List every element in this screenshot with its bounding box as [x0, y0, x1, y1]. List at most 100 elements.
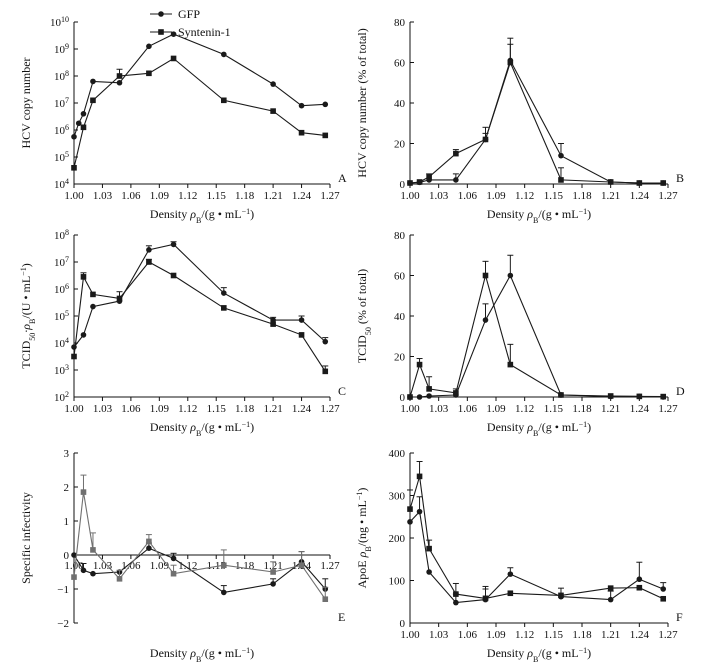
x-tick-label: 1.18	[572, 629, 592, 641]
data-point-circle	[482, 317, 489, 323]
data-point-square	[416, 179, 423, 185]
data-point-square	[426, 545, 432, 552]
data-point-square	[146, 259, 152, 265]
x-tick-label: 1.18	[235, 190, 255, 202]
data-point-square	[416, 473, 423, 480]
x-tick-label: 1.00	[400, 403, 420, 415]
series-line-square	[73, 492, 326, 600]
data-point-circle	[221, 51, 227, 58]
data-point-circle	[507, 272, 514, 279]
y-tick-label: 40	[394, 311, 406, 323]
data-point-square	[71, 574, 77, 580]
series-line-circle	[410, 274, 664, 398]
data-point-square	[322, 596, 329, 602]
panel-letter: A	[338, 171, 347, 185]
x-tick-label: 1.21	[601, 190, 620, 202]
x-axis-label: Density ρB/(g • mL−1)	[487, 646, 591, 663]
y-tick-label: −2	[57, 618, 69, 630]
data-point-square	[170, 272, 177, 279]
y-tick-label: 104	[54, 177, 69, 192]
data-point-square	[322, 368, 329, 375]
data-point-circle	[221, 290, 227, 296]
chart-panel-d: 0 20 40 60 80 1.00 1.03 1.06 1.09 1.12 1.15 1.18 1.2…	[355, 230, 685, 438]
data-point-square	[660, 393, 667, 400]
x-tick-label: 1.00	[64, 403, 84, 415]
x-tick-label: 1.09	[486, 190, 506, 202]
data-point-square	[407, 506, 413, 512]
data-point-circle	[426, 569, 432, 575]
data-point-circle	[507, 571, 514, 577]
y-tick-label: 200	[389, 533, 406, 545]
x-tick-label: 1.21	[601, 629, 620, 641]
panel-letter: C	[338, 384, 346, 398]
data-point-square	[116, 295, 123, 302]
data-point-square	[426, 386, 432, 392]
data-point-square	[507, 590, 514, 597]
x-tick-label: 1.00	[400, 629, 420, 641]
y-axis-label: HCV copy number	[19, 57, 33, 148]
y-tick-label: 400	[389, 448, 406, 460]
y-tick-label: 105	[54, 309, 69, 324]
x-tick-label: 1.12	[178, 190, 197, 202]
data-point-square	[407, 180, 413, 186]
y-tick-label: 107	[54, 96, 69, 111]
x-tick-label: 1.03	[429, 190, 449, 202]
legend-label-1: Syntenin-1	[178, 25, 231, 39]
x-tick-label: 1.18	[572, 190, 592, 202]
data-point-square	[270, 108, 276, 114]
data-point-square	[636, 393, 643, 400]
data-point-square	[453, 150, 459, 157]
chart-panel-a: 104 105 106 107 108 109 1010 1.00 1.03 1.06 1.09 1.…	[19, 15, 347, 225]
y-tick-label: 1	[64, 516, 70, 528]
y-tick-label: 1010	[50, 15, 69, 30]
series-line-square	[409, 60, 664, 184]
data-point-square	[90, 291, 96, 298]
data-point-square	[426, 174, 432, 180]
x-tick-label: 1.09	[150, 190, 170, 202]
data-point-circle	[71, 344, 77, 350]
data-point-circle	[80, 332, 87, 338]
x-tick-label: 1.18	[235, 560, 255, 572]
data-point-square	[80, 274, 87, 280]
y-tick-label: 40	[394, 98, 406, 110]
y-tick-label: 108	[54, 228, 69, 243]
data-point-circle	[426, 393, 432, 399]
data-point-circle	[75, 120, 82, 127]
x-tick-label: 1.12	[178, 403, 197, 415]
data-point-circle	[298, 317, 305, 323]
y-tick-label: −1	[57, 584, 69, 596]
y-axis-label: TCID50 (% of total)	[355, 269, 373, 363]
x-tick-label: 1.06	[458, 629, 478, 641]
data-point-square	[482, 272, 489, 279]
data-point-square	[558, 177, 564, 183]
data-point-square	[607, 393, 614, 399]
y-tick-label: 60	[394, 271, 406, 283]
series-line-circle	[409, 510, 664, 604]
x-tick-label: 1.27	[658, 190, 678, 202]
data-point-circle	[170, 31, 177, 37]
series-line-square	[409, 476, 664, 600]
x-tick-label: 1.03	[93, 190, 113, 202]
chart-panel-b: 0 20 40 60 80 1.00 1.03 1.06 1.09 1.12 1.15 1.18 1.2…	[355, 17, 684, 225]
y-axis-label: ApoE ρB/(ng • mL−1)	[355, 488, 373, 589]
panel-letter: F	[676, 610, 683, 624]
y-tick-label: 0	[400, 618, 406, 630]
data-point-circle	[636, 576, 643, 583]
x-tick-label: 1.15	[544, 403, 564, 415]
data-point-square	[146, 70, 152, 77]
data-point-circle	[221, 589, 227, 596]
data-point-circle	[90, 303, 96, 310]
x-tick-label: 1.00	[400, 190, 420, 202]
x-tick-label: 1.27	[320, 560, 340, 572]
x-axis-label: Density ρB/(g • mL−1)	[150, 646, 254, 663]
y-tick-label: 20	[394, 352, 406, 364]
data-point-circle	[453, 177, 459, 183]
y-tick-label: 104	[54, 336, 69, 351]
y-tick-label: 106	[54, 123, 69, 138]
y-tick-label: 3	[64, 448, 70, 460]
data-point-circle	[80, 111, 87, 117]
data-point-circle	[453, 599, 459, 606]
x-tick-label: 1.06	[458, 403, 478, 415]
